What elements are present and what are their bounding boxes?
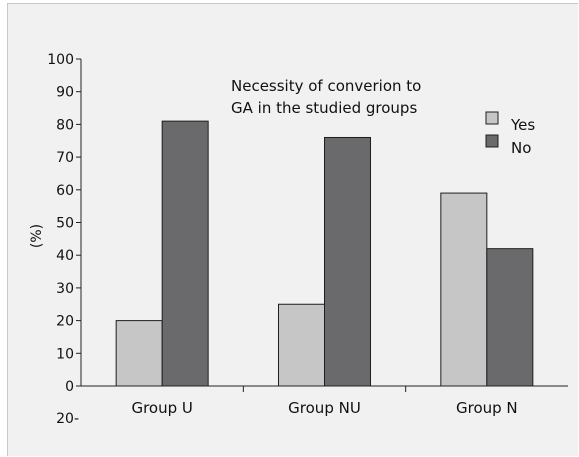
y-tick-label: 100	[47, 52, 74, 68]
bar-yes-3	[440, 192, 488, 387]
extra-tick-label: 20-	[56, 411, 79, 427]
bar-no-1	[161, 120, 209, 387]
x-tick-label: Group U	[131, 399, 192, 417]
y-tick-label: 30	[56, 281, 74, 297]
y-tick-label: 10	[56, 346, 74, 362]
y-axis-label: (%)	[29, 224, 45, 248]
bar-no-2	[324, 136, 371, 387]
chart-title-line-2: GA in the studied groups	[231, 99, 417, 117]
bars-layer	[115, 120, 534, 387]
x-tick-label: Group N	[456, 399, 518, 417]
y-tick-label: 90	[56, 85, 74, 101]
y-ticks: 0 10 20 30 40 50 60 70 80 90 100	[47, 52, 81, 395]
y-tick-label: 20	[56, 314, 74, 330]
y-tick-label: 80	[56, 117, 74, 133]
bar-yes-1	[115, 320, 163, 387]
legend-swatch-yes	[485, 111, 499, 125]
chart-title-line-1: Necessity of converion to	[231, 77, 421, 95]
y-tick-label: 60	[56, 183, 74, 199]
legend-label-no: No	[511, 139, 531, 157]
y-tick-label: 0	[65, 379, 74, 395]
y-tick-label: 50	[56, 216, 74, 232]
legend: Yes No	[485, 111, 535, 157]
x-ticks: Group U Group NU Group N	[131, 386, 518, 417]
legend-swatch-no	[485, 134, 499, 148]
y-tick-label: 70	[56, 150, 74, 166]
chart-panel: 0 10 20 30 40 50 60 70 80 90 100 Group U Group NU Gr…	[7, 3, 578, 456]
x-tick-label: Group NU	[288, 399, 361, 417]
y-tick-label: 40	[56, 248, 74, 264]
bar-no-3	[486, 248, 534, 387]
bar-yes-2	[278, 303, 325, 387]
legend-label-yes: Yes	[510, 116, 535, 134]
